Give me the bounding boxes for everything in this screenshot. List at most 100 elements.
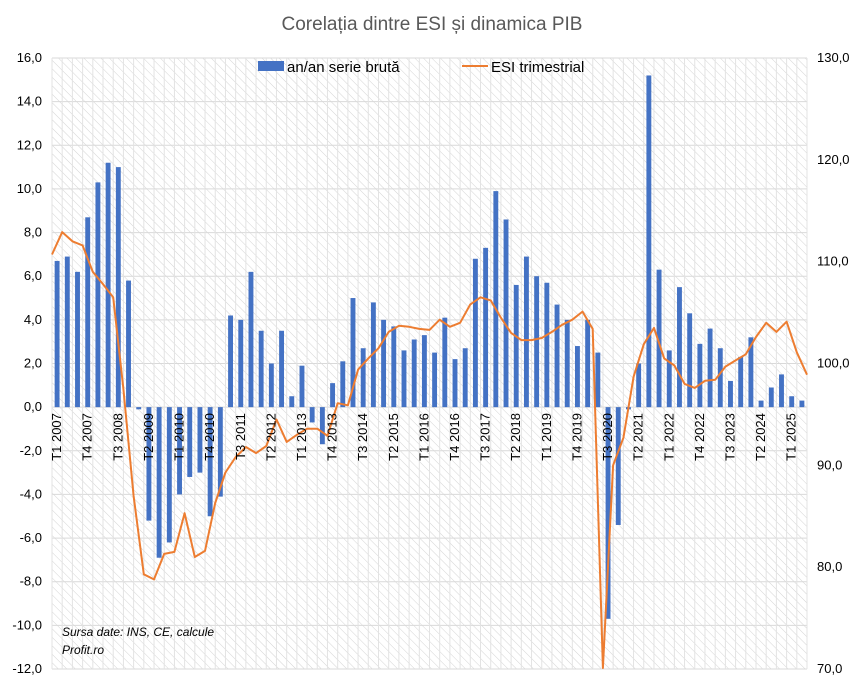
x-tick-label: T3 2023 — [723, 413, 738, 461]
y-left-tick-label: -8,0 — [20, 574, 42, 589]
bar — [391, 326, 397, 408]
bar — [156, 407, 162, 558]
y-left-tick-label: 8,0 — [24, 225, 42, 240]
bar — [177, 407, 182, 495]
x-tick-label: T3 2008 — [110, 413, 125, 461]
bar — [238, 319, 244, 408]
bar — [758, 400, 764, 408]
bar — [85, 217, 91, 408]
y-left-tick-label: 14,0 — [17, 94, 42, 109]
chart-title: Corelația dintre ESI și dinamica PIB — [282, 14, 583, 35]
x-tick-label: T4 2007 — [80, 413, 95, 461]
bar — [503, 219, 509, 408]
bar-series — [54, 75, 805, 619]
bar — [228, 315, 233, 408]
x-tick-label: T3 2014 — [355, 413, 370, 461]
bar — [64, 256, 70, 408]
y-left-tick-label: 12,0 — [17, 137, 42, 152]
y-right-tick-label: 120,0 — [817, 152, 850, 167]
x-tick-label: T1 2007 — [49, 413, 64, 461]
bar — [687, 313, 693, 408]
x-axis-labels: T1 2007 T4 2007 T3 2008 T2 2009 T1 2010 T4 20… — [49, 413, 799, 461]
x-tick-label: T4 2019 — [569, 413, 584, 461]
x-tick-label: T2 2012 — [263, 413, 278, 461]
bar — [279, 330, 285, 408]
bar — [554, 304, 560, 408]
y-right-tick-label: 110,0 — [817, 254, 849, 269]
y-left-tick-label: -6,0 — [20, 530, 42, 545]
line-series — [51, 231, 808, 669]
bar — [401, 350, 407, 408]
x-tick-label: T1 2019 — [539, 413, 554, 461]
bar — [513, 284, 519, 408]
bar — [799, 400, 805, 408]
y-left-tick-label: 2,0 — [24, 356, 42, 371]
source-site: Profit.ro — [62, 643, 104, 657]
x-tick-label: T4 2010 — [202, 413, 217, 461]
bar — [126, 280, 131, 408]
x-tick-label: T2 2009 — [141, 413, 156, 461]
bar — [75, 271, 80, 408]
bar — [442, 317, 448, 408]
y-left-tick-label: -4,0 — [20, 486, 42, 501]
y-right-tick-label: 70,0 — [817, 661, 842, 676]
esi-line — [51, 231, 808, 669]
bar — [370, 302, 376, 408]
bar — [381, 319, 387, 408]
bar — [493, 191, 499, 408]
bar — [574, 346, 580, 408]
bar — [483, 247, 489, 408]
bar — [187, 407, 193, 477]
legend: an/an serie brută ESI trimestrial — [258, 59, 584, 76]
y-left-tick-label: 10,0 — [17, 181, 42, 196]
y-left-tick-label: 0,0 — [24, 399, 42, 414]
y-left-tick-label: -2,0 — [20, 443, 42, 458]
y-right-tick-label: 80,0 — [817, 559, 842, 574]
bar — [360, 348, 366, 408]
legend-swatch-bar — [258, 61, 284, 71]
x-tick-label: T1 2025 — [784, 413, 799, 461]
bar — [115, 167, 121, 408]
bar — [319, 407, 325, 445]
y-left-tick-label: 16,0 — [17, 50, 42, 65]
bar — [350, 298, 356, 408]
bar — [646, 75, 652, 408]
bar — [534, 276, 540, 408]
bar — [728, 380, 733, 408]
bar — [779, 374, 784, 408]
x-tick-label: T1 2022 — [661, 413, 676, 461]
bar — [748, 337, 754, 408]
bar — [462, 348, 468, 408]
bar — [523, 256, 529, 408]
bar — [595, 352, 601, 408]
bar — [666, 350, 672, 408]
bar — [432, 352, 438, 408]
y-left-tick-label: -12,0 — [12, 661, 42, 676]
bar — [289, 396, 295, 408]
bar — [207, 407, 213, 517]
y-left-tick-label: 6,0 — [24, 268, 42, 283]
x-tick-label: T3 2011 — [233, 413, 248, 460]
bar — [738, 356, 744, 408]
x-tick-label: T3 2017 — [478, 413, 493, 461]
bar — [697, 343, 703, 408]
y-left-tick-label: 4,0 — [24, 312, 42, 327]
bar — [299, 365, 305, 408]
x-tick-label: T2 2021 — [631, 413, 646, 461]
bar — [707, 328, 713, 408]
x-tick-label: T2 2015 — [386, 413, 401, 461]
bar — [330, 383, 336, 408]
bar — [717, 348, 723, 408]
y-axis-left: 16,0 14,0 12,0 10,0 8,0 6,0 4,0 2,0 0,0 -2,0 -4,0 -… — [12, 50, 42, 676]
bar — [421, 335, 427, 408]
bar — [105, 162, 111, 408]
legend-label-line: ESI trimestrial — [491, 59, 584, 76]
bar — [605, 407, 611, 619]
bar — [677, 287, 682, 408]
bar — [248, 271, 254, 408]
x-tick-label: T1 2013 — [294, 413, 309, 461]
bar — [411, 339, 417, 408]
bar — [585, 319, 591, 408]
